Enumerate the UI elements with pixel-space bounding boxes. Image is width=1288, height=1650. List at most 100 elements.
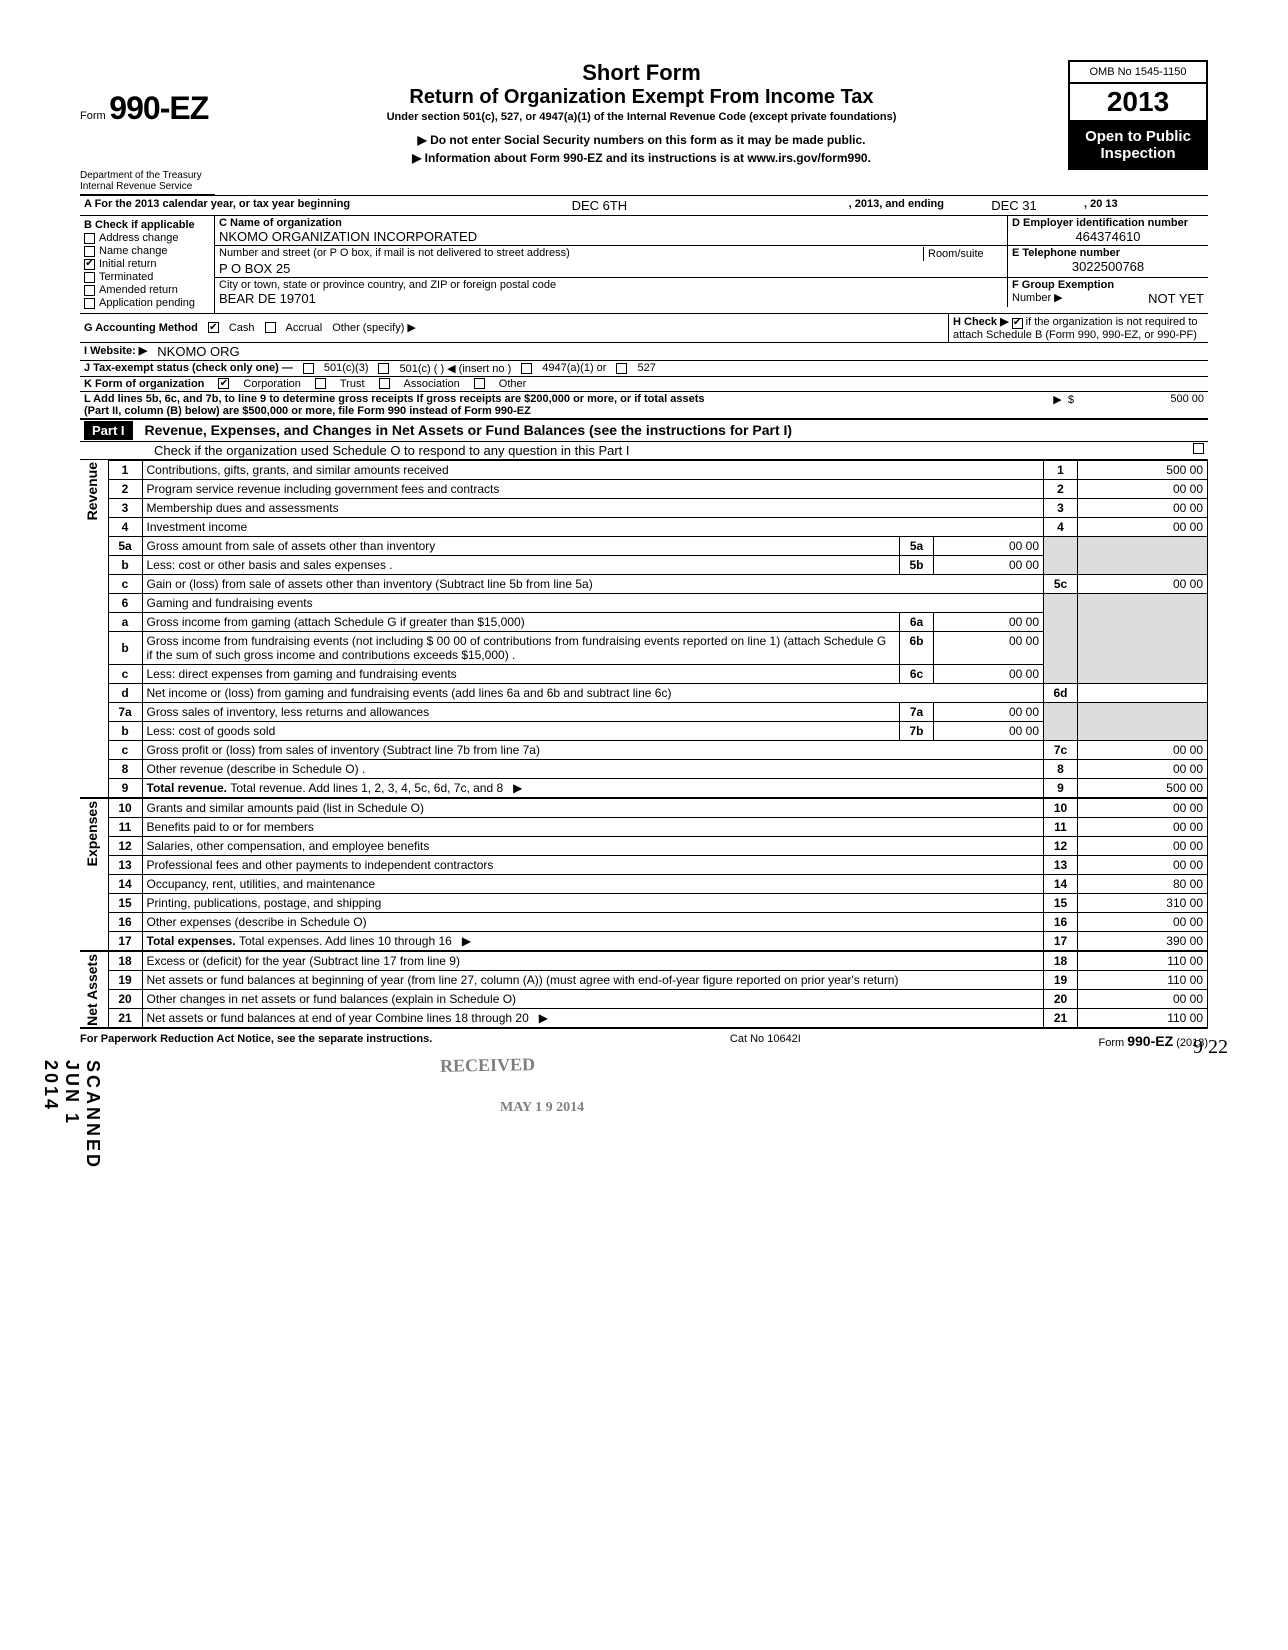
sub-num: 6c — [900, 664, 934, 683]
line-21-text: Net assets or fund balances at end of ye… — [142, 1009, 1044, 1029]
line-num: 20 — [108, 989, 142, 1008]
checkbox-terminated[interactable] — [84, 272, 95, 283]
title-short: Short Form — [223, 60, 1060, 86]
line-text: Investment income — [142, 517, 1044, 536]
expenses-label: Expenses — [84, 801, 100, 866]
checkbox-initial[interactable]: ✔ — [84, 259, 95, 270]
line-num: b — [108, 721, 142, 740]
dept-treasury: Department of the Treasury Internal Reve… — [80, 170, 215, 196]
checkbox-schedule-o[interactable] — [1193, 443, 1204, 454]
label-amended: Amended return — [99, 284, 178, 296]
line-num: 14 — [108, 874, 142, 893]
line-rnum: 5c — [1044, 574, 1078, 593]
line-val: 110 00 — [1078, 1009, 1208, 1029]
checkbox-pending[interactable] — [84, 298, 95, 309]
line-text: Gross income from gaming (attach Schedul… — [142, 612, 900, 631]
line-rnum: 15 — [1044, 893, 1078, 912]
line-num: a — [108, 612, 142, 631]
line-num: b — [108, 555, 142, 574]
label-501c3: 501(c)(3) — [324, 362, 369, 374]
line-text: Occupancy, rent, utilities, and maintena… — [142, 874, 1044, 893]
line-text: Benefits paid to or for members — [142, 817, 1044, 836]
line-text: Less: cost or other basis and sales expe… — [142, 555, 900, 574]
sub-val: 00 00 — [934, 555, 1044, 574]
line-val: 500 00 — [1078, 778, 1208, 798]
omb-number: OMB No 1545-1150 — [1068, 60, 1208, 84]
row-J-label: J Tax-exempt status (check only one) — — [84, 362, 293, 374]
year-end-month: DEC 31 — [944, 198, 1084, 213]
line-num: d — [108, 683, 142, 702]
checkbox-amended[interactable] — [84, 285, 95, 296]
checkbox-attach-b[interactable]: ✔ — [1012, 318, 1023, 329]
row-I-label: I Website: ▶ — [84, 344, 147, 359]
line-text: Gross amount from sale of assets other t… — [142, 536, 900, 555]
line-num: 11 — [108, 817, 142, 836]
year-begin: DEC 6TH — [350, 198, 849, 213]
line-text: Gain or (loss) from sale of assets other… — [142, 574, 1044, 593]
line-17-text: Total expenses. Total expenses. Add line… — [142, 931, 1044, 951]
line-val: 110 00 — [1078, 970, 1208, 989]
checkbox-name[interactable] — [84, 246, 95, 257]
label-other-method: Other (specify) ▶ — [332, 321, 416, 334]
label-terminated: Terminated — [99, 271, 153, 283]
netassets-label: Net Assets — [84, 954, 100, 1026]
website: NKOMO ORG — [157, 344, 239, 359]
checkbox-trust[interactable] — [315, 378, 326, 389]
label-corp: Corporation — [243, 378, 300, 390]
checkbox-501c[interactable] — [378, 363, 389, 374]
line-num: b — [108, 631, 142, 664]
sub-num: 6b — [900, 631, 934, 664]
part1-number: Part I — [84, 421, 133, 440]
part1-title: Revenue, Expenses, and Changes in Net As… — [145, 422, 793, 438]
year-end-year: , 20 13 — [1084, 198, 1204, 213]
checkbox-assoc[interactable] — [379, 378, 390, 389]
line-val: 390 00 — [1078, 931, 1208, 951]
label-name-change: Name change — [99, 245, 168, 257]
line-num: c — [108, 574, 142, 593]
line-val: 500 00 — [1078, 460, 1208, 479]
page-number-handwritten: 9 22 — [1193, 1036, 1228, 1059]
checkbox-corp[interactable]: ✔ — [218, 378, 229, 389]
line-num: 19 — [108, 970, 142, 989]
line-rnum: 8 — [1044, 759, 1078, 778]
ein: 464374610 — [1012, 229, 1204, 244]
line-text: Grants and similar amounts paid (list in… — [142, 798, 1044, 818]
line-num: 15 — [108, 893, 142, 912]
sub-val: 00 00 — [934, 612, 1044, 631]
line-rnum: 14 — [1044, 874, 1078, 893]
checkbox-accrual[interactable] — [265, 322, 276, 333]
row-L-amount: 500 00 — [1074, 393, 1204, 417]
line-9-text: Total revenue. Total revenue. Add lines … — [142, 778, 1044, 798]
row-B-label: B Check if applicable — [84, 219, 210, 231]
line-text: Program service revenue including govern… — [142, 479, 1044, 498]
form-number: 990-EZ — [109, 90, 208, 126]
instruction-info: ▶ Information about Form 990-EZ and its … — [223, 151, 1060, 165]
line-num: 16 — [108, 912, 142, 931]
line-val: 310 00 — [1078, 893, 1208, 912]
line-val: 00 00 — [1078, 574, 1208, 593]
checkbox-other-org[interactable] — [474, 378, 485, 389]
phone: 3022500768 — [1012, 259, 1204, 274]
line-rnum: 19 — [1044, 970, 1078, 989]
checkbox-4947[interactable] — [521, 363, 532, 374]
line-6b-text: Gross income from fundraising events (no… — [142, 631, 900, 664]
line-val: 110 00 — [1078, 951, 1208, 971]
checkbox-cash[interactable]: ✔ — [208, 322, 219, 333]
line-num: 1 — [108, 460, 142, 479]
received-date: MAY 1 9 2014 — [500, 1100, 584, 1116]
street: P O BOX 25 — [219, 261, 1003, 276]
line-text: Less: cost of goods sold — [142, 721, 900, 740]
line-num: 12 — [108, 836, 142, 855]
line-rnum: 20 — [1044, 989, 1078, 1008]
line-rnum: 13 — [1044, 855, 1078, 874]
revenue-label: Revenue — [84, 462, 100, 520]
footer-left: For Paperwork Reduction Act Notice, see … — [80, 1033, 432, 1049]
line-text: Gross sales of inventory, less returns a… — [142, 702, 900, 721]
financial-table: Revenue 1 Contributions, gifts, grants, … — [80, 460, 1208, 1030]
line-num: 17 — [108, 931, 142, 951]
line-num: 10 — [108, 798, 142, 818]
checkbox-addr[interactable] — [84, 233, 95, 244]
line-val: 80 00 — [1078, 874, 1208, 893]
checkbox-501c3[interactable] — [303, 363, 314, 374]
checkbox-527[interactable] — [616, 363, 627, 374]
